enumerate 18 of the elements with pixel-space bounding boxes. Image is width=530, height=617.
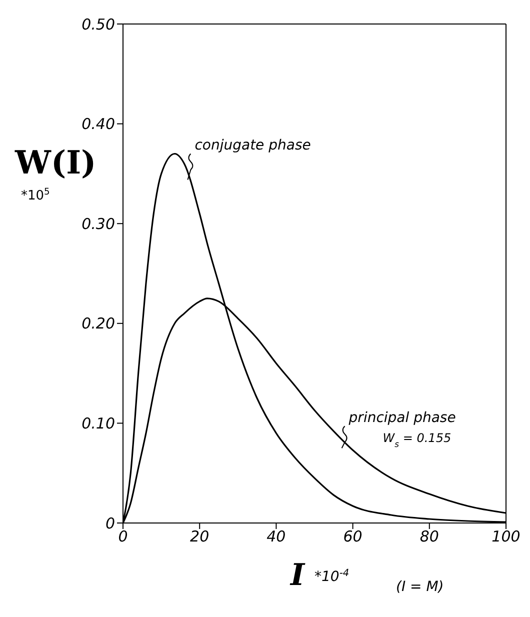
y-axis-title: W(I) *10$^{5}$ [14,144,96,204]
series-label: principal phase [348,410,456,426]
series-label: conjugate phase [194,138,311,154]
x-tick-label: 100 [492,528,520,546]
y-tick-label: 0.10 [82,414,115,433]
x-tick-label: 80 [420,528,439,546]
x-tick-label: 60 [343,528,362,546]
y-tick-label: 0.30 [82,214,115,233]
x-tick-label: 20 [190,528,210,546]
y-tick-label: 0 [105,514,115,532]
x-tick-label: 40 [266,528,286,546]
annotation: W$_{s}$ = 0.155 [382,431,452,450]
text: (I = M) [396,579,444,595]
x-tick-label: 0 [118,528,128,546]
y-tick-label: 0.20 [82,314,115,333]
y-tick-label: 0.50 [82,15,115,34]
x-axis-title: I *10$^{-4}$ [289,558,350,593]
y-tick-label: 0.40 [82,115,115,134]
